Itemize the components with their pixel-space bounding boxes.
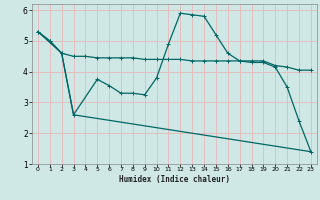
X-axis label: Humidex (Indice chaleur): Humidex (Indice chaleur) <box>119 175 230 184</box>
